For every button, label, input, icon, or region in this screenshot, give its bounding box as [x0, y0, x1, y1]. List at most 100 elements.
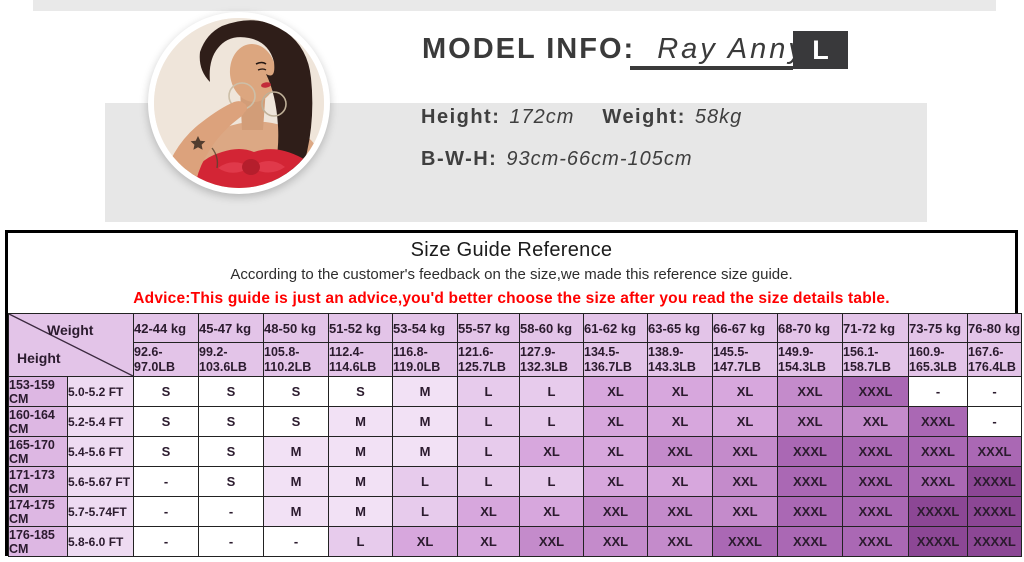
height-cm-cell: 160-164 CM — [8, 406, 68, 437]
weight-lb-header-13: 167.6- 176.4LB — [967, 342, 1022, 377]
weight-value: 58kg — [694, 106, 743, 128]
corner-height-label: Height — [17, 350, 61, 366]
portrait-hair — [199, 20, 313, 188]
height-label: Height: — [421, 106, 501, 128]
portrait-eye — [257, 68, 267, 71]
size-cell: M — [328, 406, 393, 437]
height-ft-cell: 5.7-5.74FT — [67, 496, 134, 527]
size-cell: XL — [519, 436, 584, 467]
size-row-0: 153-159 CM 5.0-5.2 FT S S S S M L L XL XL XL XXL XXXL… — [8, 376, 1022, 407]
red-top-knot — [242, 159, 260, 175]
size-cell: XL — [457, 496, 520, 527]
size-cell: L — [457, 436, 520, 467]
weight-kg-header-13: 76-80 kg — [967, 313, 1022, 343]
model-size-badge: L — [793, 31, 848, 69]
weight-lb-header-0: 92.6- 97.0LB — [133, 342, 199, 377]
size-cell: XXXL — [777, 436, 843, 467]
height-ft-cell: 5.6-5.67 FT — [67, 466, 134, 497]
bwh-value: 93cm-66cm-105cm — [506, 148, 693, 170]
size-guide-subtitle: According to the customer's feedback on … — [230, 266, 793, 283]
weight-kg-header-6: 58-60 kg — [519, 313, 584, 343]
size-cell: XL — [392, 526, 458, 557]
size-cell: L — [328, 526, 393, 557]
weight-kg-header-11: 71-72 kg — [842, 313, 909, 343]
size-cell: XL — [712, 406, 778, 437]
size-cell: L — [519, 406, 584, 437]
size-cell: L — [519, 376, 584, 407]
size-row-4: 174-175 CM 5.7-5.74FT - - M M L XL XL XXL XXL XXL XX… — [8, 496, 1022, 527]
height-cm-cell: 153-159 CM — [8, 376, 68, 407]
size-cell: M — [328, 496, 393, 527]
size-cell: S — [328, 376, 393, 407]
bwh-label: B-W-H: — [421, 148, 498, 170]
size-cell: L — [457, 376, 520, 407]
size-cell: XXXL — [842, 436, 909, 467]
model-photo — [148, 12, 330, 194]
size-cell: XXXXL — [967, 526, 1022, 557]
size-cell: XL — [647, 376, 713, 407]
size-cell: S — [263, 406, 329, 437]
model-info-title: MODEL INFO: — [422, 33, 636, 65]
weight-lb-header-12: 160.9- 165.3LB — [908, 342, 968, 377]
size-cell: - — [967, 376, 1022, 407]
size-row-3: 171-173 CM 5.6-5.67 FT - S M M L L L XL XL XXL XXXL X… — [8, 466, 1022, 497]
size-cell: XXL — [712, 496, 778, 527]
size-cell: XXL — [777, 406, 843, 437]
size-cell: S — [198, 376, 264, 407]
size-guide-section: Size Guide Reference According to the cu… — [5, 230, 1022, 557]
size-cell: XXXL — [777, 496, 843, 527]
size-cell: M — [392, 406, 458, 437]
size-cell: XXXXL — [908, 496, 968, 527]
size-cell: L — [457, 406, 520, 437]
weight-kg-header-8: 63-65 kg — [647, 313, 713, 343]
size-cell: - — [198, 526, 264, 557]
height-cm-cell: 171-173 CM — [8, 466, 68, 497]
size-cell: - — [198, 496, 264, 527]
model-portrait-illustration — [154, 18, 324, 188]
size-cell: XXXL — [967, 436, 1022, 467]
size-cell: XXXL — [908, 436, 968, 467]
size-cell: XXXL — [842, 466, 909, 497]
size-cell: XXXL — [842, 376, 909, 407]
size-guide-title: Size Guide Reference — [410, 239, 613, 261]
size-cell: XL — [583, 436, 648, 467]
size-advice: Advice:This guide is just an advice,you'… — [133, 290, 890, 307]
size-cell: S — [198, 466, 264, 497]
size-row-5: 176-185 CM 5.8-6.0 FT - - - L XL XL XXL XXL XXL XXX… — [8, 526, 1022, 557]
top-gray-strip — [33, 0, 996, 11]
height-ft-cell: 5.4-5.6 FT — [67, 436, 134, 467]
size-cell: - — [908, 376, 968, 407]
weight-lb-header-2: 105.8- 110.2LB — [263, 342, 329, 377]
size-cell: XXL — [583, 526, 648, 557]
size-cell: XXXL — [712, 526, 778, 557]
bwh-line: B-W-H: 93cm-66cm-105cm — [421, 148, 693, 171]
size-cell: M — [328, 436, 393, 467]
size-cell: S — [133, 376, 199, 407]
size-cell: S — [133, 436, 199, 467]
model-name-underline — [630, 66, 793, 70]
weight-label: Weight: — [602, 106, 686, 128]
weight-lb-row: 92.6- 97.0LB 99.2- 103.6LB 105.8- 110.2LB 112.… — [9, 342, 1022, 377]
height-ft-cell: 5.2-5.4 FT — [67, 406, 134, 437]
weight-lb-header-10: 149.9- 154.3LB — [777, 342, 843, 377]
size-cell: M — [392, 436, 458, 467]
size-cell: XXL — [712, 466, 778, 497]
size-cell: XXXL — [908, 406, 968, 437]
hoop-earring-right — [261, 91, 287, 117]
size-cell: XXL — [583, 496, 648, 527]
size-cell: - — [967, 406, 1022, 437]
weight-lb-header-6: 127.9- 132.3LB — [519, 342, 584, 377]
portrait-eyebrow — [255, 61, 267, 65]
height-value: 172cm — [509, 106, 575, 128]
size-cell: XL — [647, 406, 713, 437]
size-cell: M — [263, 496, 329, 527]
portrait-hand — [231, 102, 247, 114]
size-cell: - — [133, 496, 199, 527]
star-tattoo — [190, 136, 206, 150]
size-row-1: 160-164 CM 5.2-5.4 FT S S S M M L L XL XL XL XXL XXL X… — [8, 406, 1022, 437]
size-cell: - — [263, 526, 329, 557]
height-ft-cell: 5.8-6.0 FT — [67, 526, 134, 557]
weight-lb-header-3: 112.4- 114.6LB — [328, 342, 393, 377]
weight-kg-row: Weight Height 42-44 kg 45-47 kg 48-50 kg 51… — [8, 313, 1022, 377]
